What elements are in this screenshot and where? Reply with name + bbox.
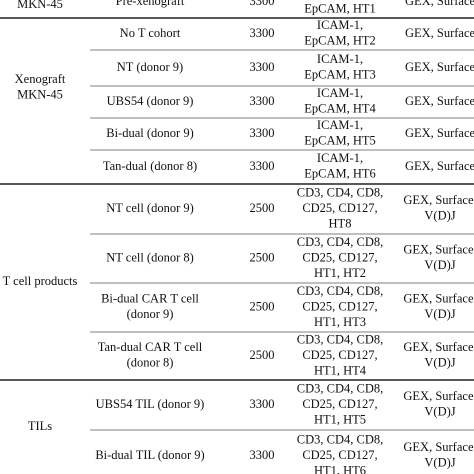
library-cell: GEX, Surface bbox=[405, 26, 474, 40]
library-cell: V(D)J bbox=[424, 405, 455, 419]
cells-cell: 2500 bbox=[250, 348, 275, 362]
library-cell: GEX, Surface bbox=[405, 126, 474, 140]
antibody-cell: HT1, HT4 bbox=[314, 363, 367, 377]
antibody-cell: ICAM-1, bbox=[317, 86, 363, 100]
library-cell: GEX, Surface bbox=[405, 0, 474, 8]
cells-cell: 3300 bbox=[250, 26, 275, 40]
antibody-cell: EpCAM, HT6 bbox=[304, 167, 376, 181]
sample-cell: (donor 9) bbox=[127, 307, 174, 321]
sample-cell: UBS54 (donor 9) bbox=[107, 94, 194, 108]
cells-cell: 3300 bbox=[250, 60, 275, 74]
antibody-cell: CD25, CD127, bbox=[302, 299, 377, 313]
sample-cell: Tan-dual CAR T cell bbox=[98, 340, 203, 354]
antibody-cell: HT1, HT3 bbox=[314, 315, 366, 329]
library-cell: GEX, Surface bbox=[405, 159, 474, 173]
group-label: MKN-45 bbox=[17, 0, 63, 11]
cells-cell: 2500 bbox=[250, 299, 275, 313]
sample-cell: (donor 8) bbox=[127, 356, 174, 370]
antibody-cell: CD25, CD127, bbox=[302, 448, 377, 462]
antibody-cell: CD3, CD4, CD8, bbox=[297, 432, 383, 446]
antibody-cell: CD3, CD4, CD8, bbox=[297, 284, 383, 298]
antibody-cell: CD3, CD4, CD8, bbox=[297, 185, 383, 199]
library-cell: GEX, Surface, bbox=[403, 340, 474, 354]
library-cell: V(D)J bbox=[424, 456, 455, 470]
library-cell: GEX, Surface, bbox=[403, 440, 474, 454]
library-cell: GEX, Surface, bbox=[403, 389, 474, 403]
group-label: MKN-45 bbox=[17, 88, 63, 102]
sample-cell: Bi-dual CAR T cell bbox=[101, 292, 199, 306]
cells-cell: 3300 bbox=[250, 126, 275, 140]
sample-cell: UBS54 TIL (donor 9) bbox=[96, 397, 205, 411]
group-label: TILs bbox=[28, 419, 52, 433]
sample-cell: NT cell (donor 8) bbox=[106, 250, 194, 264]
library-cell: GEX, Surface, bbox=[403, 193, 474, 207]
antibody-cell: ICAM-1, bbox=[317, 118, 363, 132]
sample-cell: Pre-xenograft bbox=[116, 0, 185, 8]
group-label: T cell products bbox=[3, 274, 78, 288]
cells-cell: 2500 bbox=[250, 250, 275, 264]
antibody-cell: EpCAM, HT2 bbox=[304, 34, 376, 48]
sample-cell: Tan-dual (donor 8) bbox=[103, 159, 197, 173]
antibody-cell: CD25, CD127, bbox=[302, 201, 377, 215]
antibody-cell: ICAM-1, bbox=[317, 18, 363, 32]
library-cell: V(D)J bbox=[424, 258, 455, 272]
antibody-cell: EpCAM, HT4 bbox=[304, 102, 376, 116]
antibody-cell: HT1, HT5 bbox=[314, 412, 366, 426]
group-label: Xenograft bbox=[15, 72, 66, 86]
antibody-cell: CD25, CD127, bbox=[302, 397, 377, 411]
antibody-cell: CD25, CD127, bbox=[302, 348, 377, 362]
antibody-cell: CD3, CD4, CD8, bbox=[297, 381, 383, 395]
library-cell: V(D)J bbox=[424, 307, 455, 321]
antibody-cell: HT8 bbox=[329, 216, 352, 230]
antibody-cell: EpCAM, HT1 bbox=[304, 2, 376, 16]
cells-cell: 3300 bbox=[250, 448, 275, 462]
library-cell: V(D)J bbox=[424, 356, 455, 370]
antibody-cell: CD3, CD4, CD8, bbox=[297, 332, 383, 346]
cells-cell: 3300 bbox=[250, 159, 275, 173]
sample-cell: NT (donor 9) bbox=[117, 60, 183, 74]
cells-cell: 3300 bbox=[250, 397, 275, 411]
antibody-cell: EpCAM, HT3 bbox=[304, 68, 376, 82]
library-cell: GEX, Surface, bbox=[403, 243, 474, 257]
antibody-cell: ICAM-1, bbox=[317, 151, 363, 165]
sample-cell: Bi-dual (donor 9) bbox=[106, 126, 193, 140]
cells-cell: 3300 bbox=[250, 0, 275, 8]
library-cell: V(D)J bbox=[424, 209, 455, 223]
cells-cell: 2500 bbox=[250, 201, 275, 215]
antibody-cell: HT1, HT6 bbox=[314, 463, 366, 474]
library-cell: GEX, Surface bbox=[405, 94, 474, 108]
library-cell: GEX, Surface bbox=[405, 60, 474, 74]
antibody-cell: CD25, CD127, bbox=[302, 250, 377, 264]
sample-cell: No T cohort bbox=[120, 26, 181, 40]
antibody-cell: ICAM-1, bbox=[317, 52, 363, 66]
antibody-cell: CD3, CD4, CD8, bbox=[297, 235, 383, 249]
antibody-cell: EpCAM, HT5 bbox=[304, 134, 376, 148]
cells-cell: 3300 bbox=[250, 94, 275, 108]
sample-cell: NT cell (donor 9) bbox=[106, 201, 194, 215]
sample-cell: Bi-dual TIL (donor 9) bbox=[95, 448, 204, 462]
library-cell: GEX, Surface, bbox=[403, 292, 474, 306]
antibody-cell: HT1, HT2 bbox=[314, 266, 366, 280]
